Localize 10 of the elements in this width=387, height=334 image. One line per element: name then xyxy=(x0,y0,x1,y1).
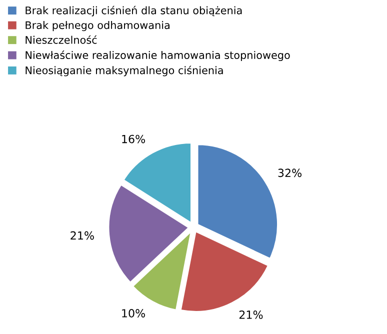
data-label: 16% xyxy=(122,134,145,144)
data-label: 21% xyxy=(239,310,263,319)
data-label: 21% xyxy=(70,231,94,240)
legend-label: Nieszczelność xyxy=(26,35,97,44)
legend-label: Brak pełnego odhamowania xyxy=(26,21,170,32)
legend-label: Brak realizacji ciśnień dla stanu obiążenia xyxy=(26,6,242,16)
legend-label: Niewłaściwe realizowanie hamowania stopniowego xyxy=(26,50,290,62)
data-label: 32% xyxy=(278,168,302,178)
legend-label: Nieosiąganie maksymalnego ciśnienia xyxy=(26,66,223,76)
data-label: 10% xyxy=(122,309,145,318)
